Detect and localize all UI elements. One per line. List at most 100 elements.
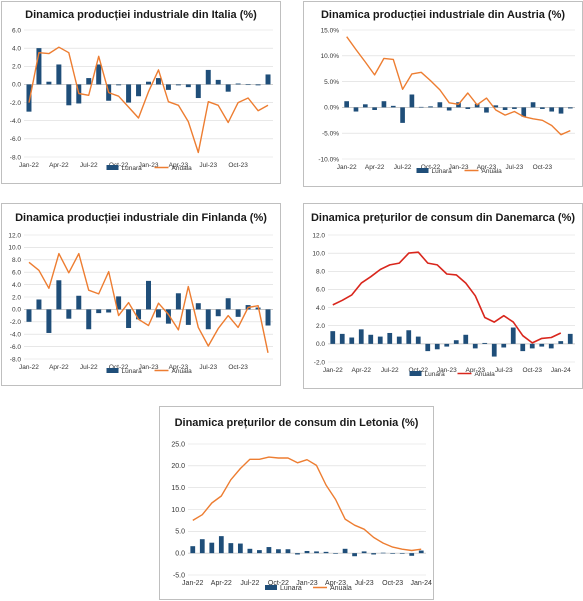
- x-tick-label: Jan-22: [182, 580, 204, 587]
- bar: [66, 309, 72, 319]
- bar: [558, 107, 564, 114]
- chart-title: Dinamica prețurilor de consum din Letoni…: [174, 417, 419, 429]
- x-tick-label: Apr-23: [477, 164, 497, 171]
- chart-panel-danemarca: Dinamica prețurilor de consum din Danema…: [303, 203, 583, 389]
- y-tick-label: -2.0: [314, 359, 326, 366]
- bar: [76, 295, 82, 310]
- bar: [285, 549, 291, 554]
- chart-panel-austria: Dinamica producției industriale din Aust…: [303, 1, 583, 187]
- bar: [472, 343, 478, 349]
- bar: [361, 551, 367, 554]
- bar: [484, 107, 489, 113]
- bar: [209, 542, 215, 554]
- bar: [46, 309, 52, 333]
- legend-label: Anuala: [330, 585, 352, 592]
- bar: [381, 101, 387, 108]
- series-line: [28, 252, 269, 353]
- bar: [463, 334, 469, 344]
- bar: [255, 84, 261, 86]
- x-tick-label: Apr-22: [49, 364, 69, 371]
- y-tick-label: 15.0: [171, 485, 185, 492]
- bar: [96, 64, 102, 85]
- y-tick-label: 0.0: [316, 341, 325, 348]
- y-tick-label: 0.0: [12, 82, 21, 89]
- x-tick-label: Apr-22: [351, 367, 371, 374]
- bar: [358, 329, 364, 344]
- bar: [155, 309, 161, 318]
- x-tick-label: Oct-23: [533, 164, 553, 171]
- bar: [175, 84, 181, 86]
- x-tick-label: Apr-22: [49, 162, 69, 169]
- y-tick-label: 10.0: [8, 245, 21, 252]
- bar: [195, 84, 201, 99]
- bar: [510, 327, 516, 344]
- bar: [437, 102, 443, 108]
- y-tick-label: 0.0%: [324, 105, 339, 112]
- bar: [165, 309, 171, 324]
- bar: [548, 343, 554, 349]
- x-tick-label: Jul-22: [240, 580, 259, 587]
- bar: [106, 309, 112, 313]
- y-tick-label: 5.0: [175, 529, 185, 536]
- y-tick-label: 8.0: [12, 257, 21, 264]
- x-tick-label: Jul-22: [394, 164, 412, 171]
- legend-label: Anuala: [475, 371, 496, 378]
- bar: [66, 84, 72, 106]
- bar: [225, 84, 231, 92]
- x-tick-label: Jan-23: [437, 367, 457, 374]
- bar: [265, 309, 271, 326]
- bar: [146, 280, 151, 310]
- bar: [155, 78, 161, 85]
- y-tick-label: 4.0: [12, 45, 21, 52]
- series-line: [346, 36, 571, 136]
- bar: [434, 343, 440, 350]
- bar: [362, 104, 368, 108]
- x-tick-label: Jan-24: [551, 367, 571, 374]
- legend-label: Lunara: [122, 368, 143, 375]
- bar: [96, 309, 102, 314]
- y-tick-label: 20.0: [171, 463, 185, 470]
- x-tick-label: Jul-23: [355, 580, 374, 587]
- x-tick-label: Jul-23: [199, 162, 217, 169]
- chart-title: Dinamica producției industriale din Finl…: [15, 212, 267, 224]
- x-tick-label: Apr-23: [465, 367, 485, 374]
- bar: [540, 107, 545, 109]
- bar: [323, 551, 329, 554]
- bar: [558, 341, 564, 344]
- bar: [165, 84, 171, 90]
- x-tick-label: Oct-23: [382, 580, 403, 587]
- legend-label: Anuala: [172, 368, 193, 375]
- bar: [190, 546, 196, 554]
- y-tick-label: 6.0: [12, 27, 21, 34]
- bar: [46, 81, 52, 85]
- bar: [465, 107, 471, 109]
- x-tick-label: Apr-23: [169, 162, 189, 169]
- legend-swatch-bar: [106, 368, 119, 373]
- legend-label: Lunara: [280, 585, 302, 592]
- bar: [406, 330, 412, 344]
- x-tick-label: Jan-24: [411, 580, 433, 587]
- bar: [409, 94, 415, 108]
- bar: [225, 298, 231, 310]
- bar: [295, 553, 300, 555]
- bar: [218, 536, 224, 554]
- bar: [428, 106, 433, 108]
- legend-label: Anuala: [482, 168, 503, 175]
- x-tick-label: Jul-23: [199, 364, 217, 371]
- y-tick-label: 6.0: [316, 287, 325, 294]
- x-tick-label: Jan-23: [449, 164, 469, 171]
- bar: [390, 105, 396, 108]
- bar: [330, 331, 336, 344]
- x-tick-label: Jan-23: [139, 364, 159, 371]
- bar: [529, 343, 535, 349]
- y-tick-label: 4.0: [316, 305, 325, 312]
- bar: [371, 553, 377, 555]
- x-tick-label: Apr-22: [211, 580, 232, 587]
- bar: [247, 548, 253, 554]
- legend-label: Lunara: [432, 168, 453, 175]
- legend-swatch-bar: [409, 371, 422, 376]
- x-tick-label: Oct-23: [228, 162, 248, 169]
